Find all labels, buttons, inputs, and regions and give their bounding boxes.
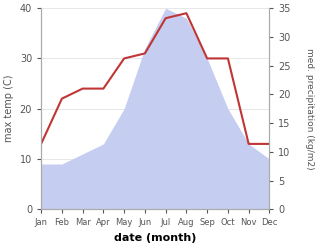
Y-axis label: max temp (C): max temp (C)	[4, 75, 14, 143]
X-axis label: date (month): date (month)	[114, 233, 197, 243]
Y-axis label: med. precipitation (kg/m2): med. precipitation (kg/m2)	[305, 48, 314, 169]
